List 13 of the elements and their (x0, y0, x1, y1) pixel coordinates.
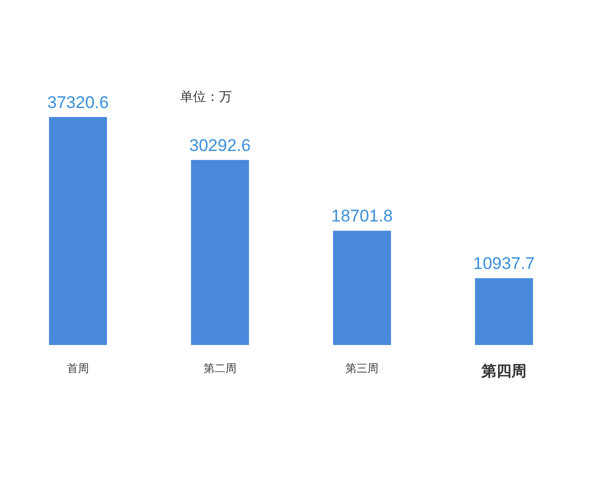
x-tick-label: 第三周 (346, 363, 378, 375)
bar (333, 230, 391, 345)
data-label: 37320.6 (47, 93, 109, 112)
bar (49, 117, 107, 345)
data-label: 10937.7 (473, 254, 535, 274)
x-tick-label: 首周 (67, 363, 89, 375)
data-label: 30292.6 (189, 136, 251, 155)
bar (475, 278, 533, 345)
text: 单位：万 (180, 89, 232, 104)
x-tick-label: 第二周 (204, 363, 236, 375)
bar (191, 160, 249, 345)
x-tick-label: 第四周 (480, 363, 526, 380)
data-label: 18701.8 (331, 206, 393, 226)
